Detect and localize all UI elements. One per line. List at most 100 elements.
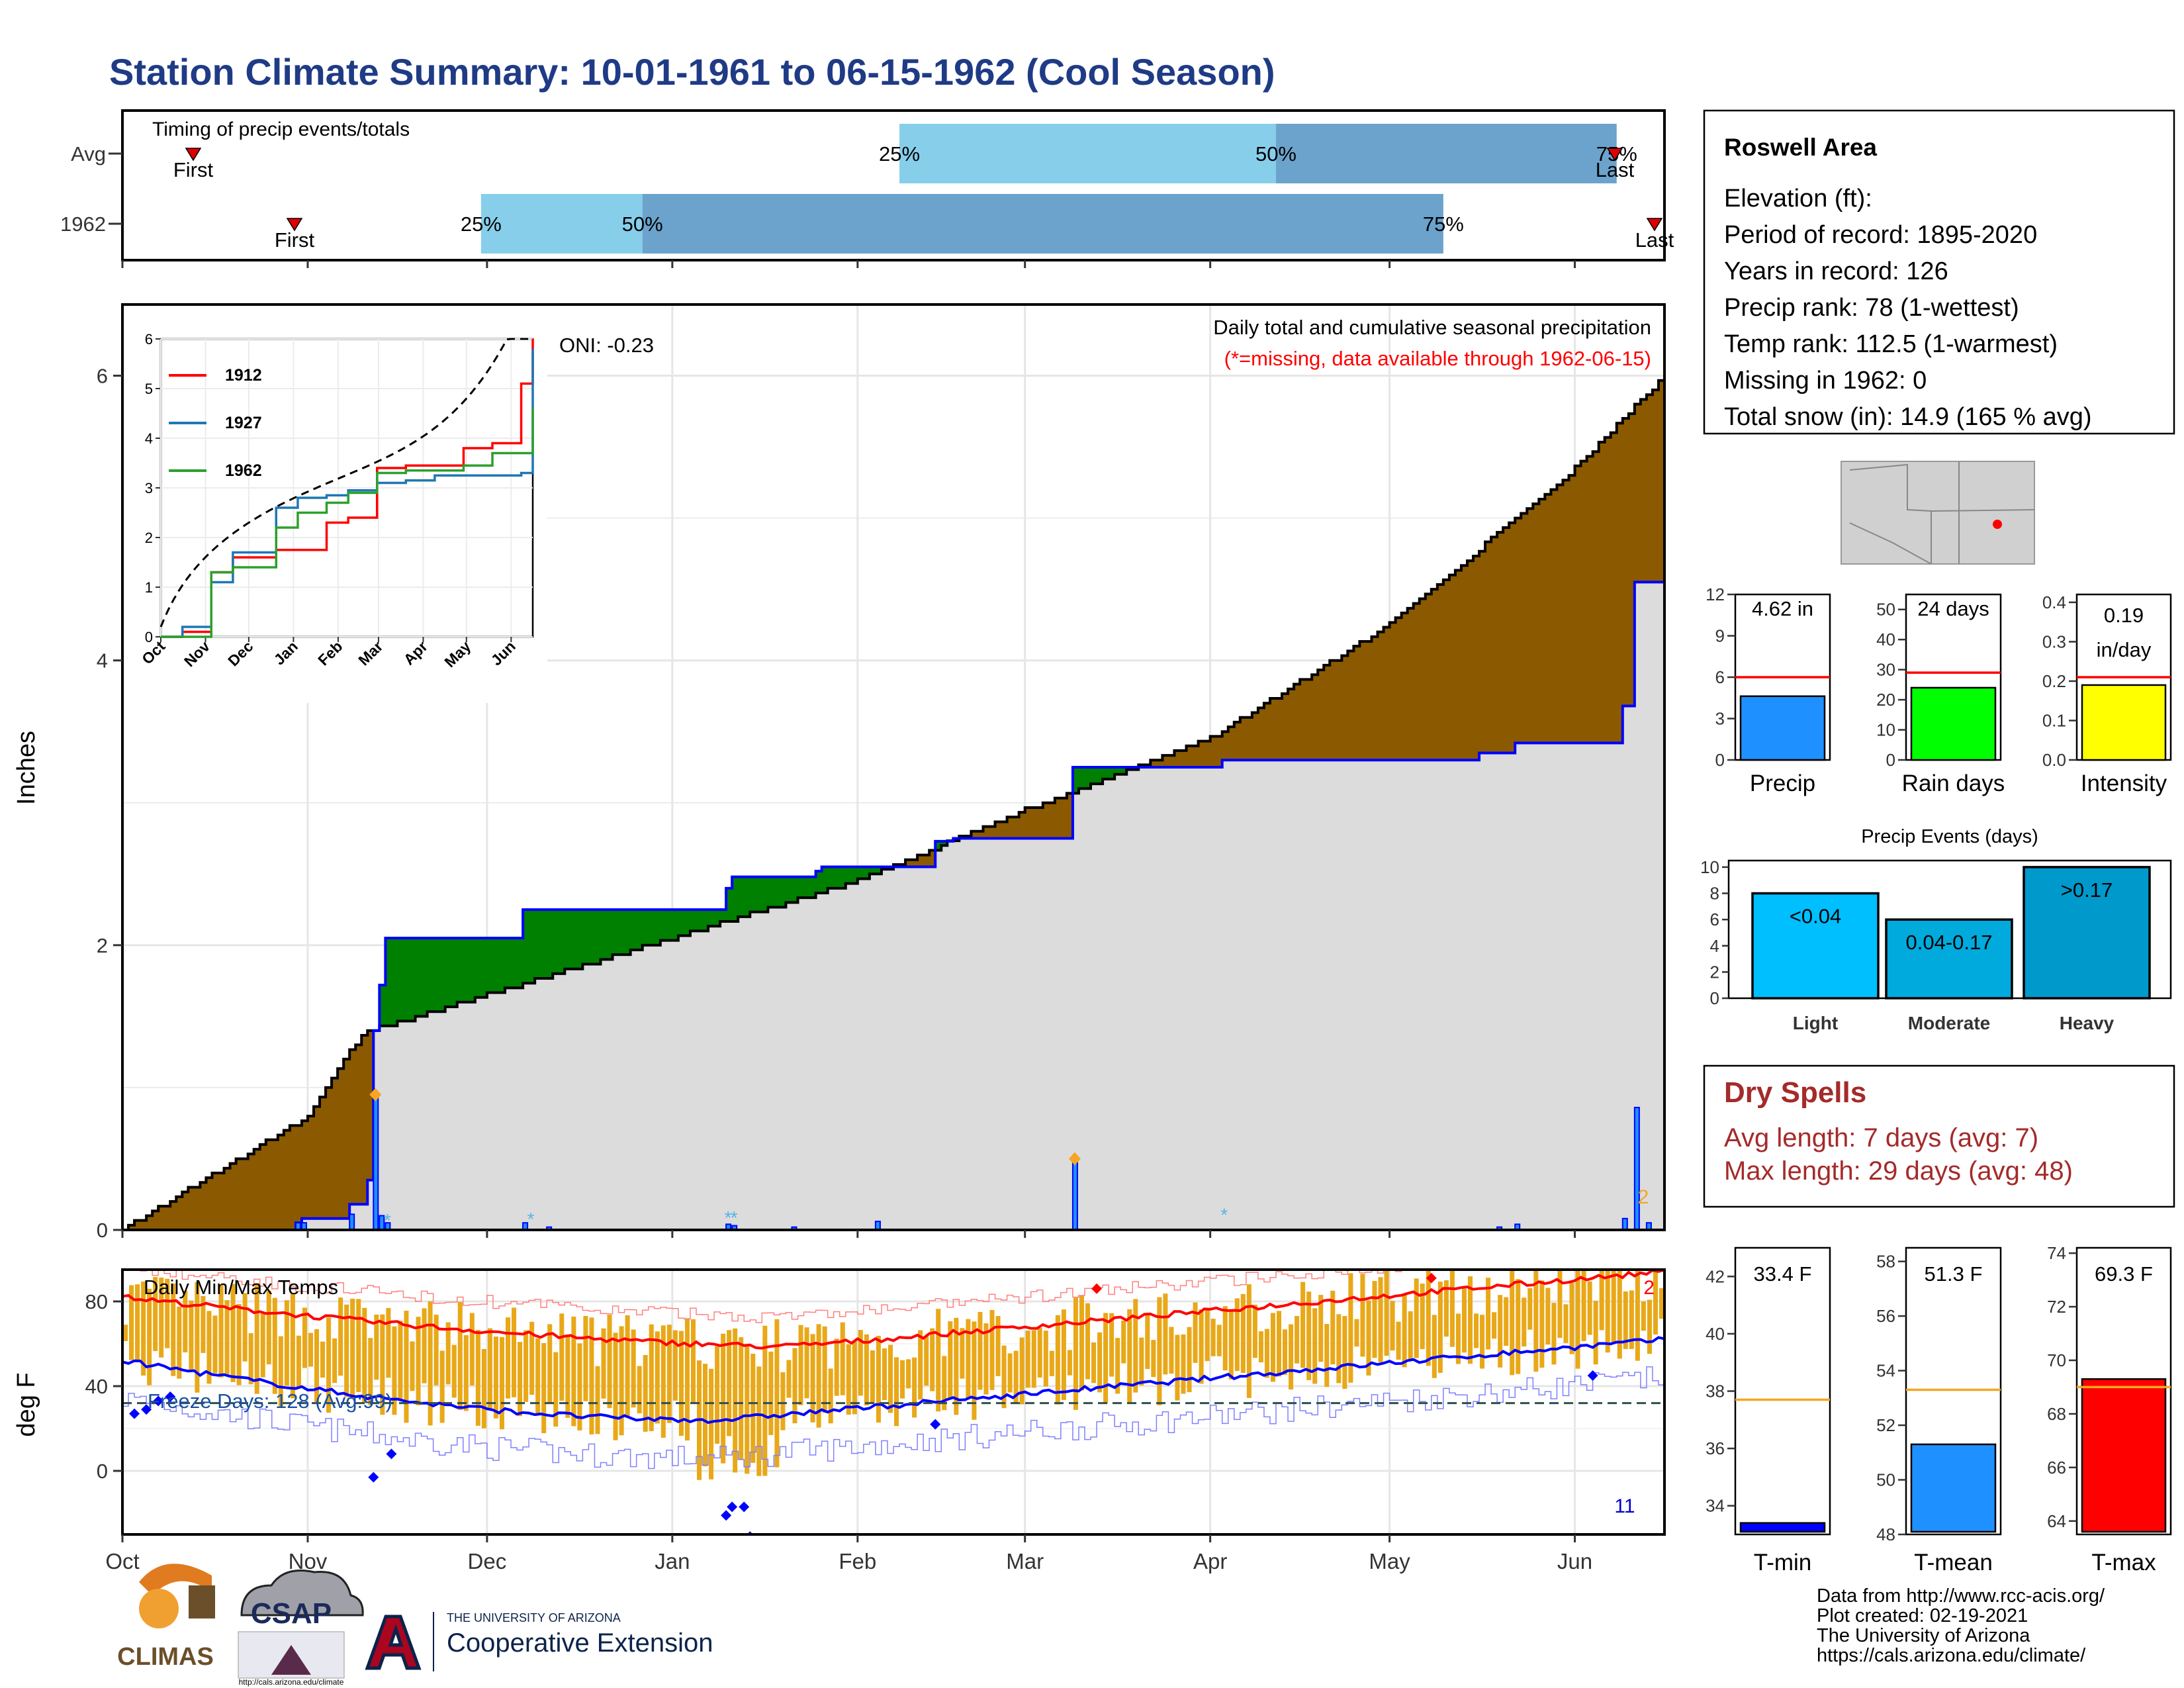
precip-plot-area: * ** ** [122, 374, 1664, 1230]
y-tick-label: 6 [97, 365, 108, 388]
daily-temp-bar [290, 1293, 295, 1399]
daily-temp-bar [1545, 1288, 1551, 1345]
temp-summary-tick-label: 34 [1706, 1496, 1725, 1516]
oni-label: ONI: -0.23 [559, 334, 654, 357]
daily-temp-bar [1563, 1304, 1569, 1343]
y-tick-label: 2 [97, 934, 108, 957]
daily-temp-bar [499, 1336, 504, 1430]
record-low-marker [1587, 1370, 1598, 1381]
y-tick-label: 0 [97, 1460, 108, 1483]
daily-precip-bar [1633, 1107, 1640, 1230]
events-tick-label: 10 [1700, 857, 1719, 877]
daily-temp-bar [1587, 1281, 1592, 1335]
daily-temp-bar [864, 1334, 869, 1406]
summary-tick-label: 3 [1715, 709, 1725, 729]
footer-line: https://cals.arizona.edu/climate/ [1817, 1645, 2086, 1666]
daily-temp-bar [302, 1307, 307, 1368]
daily-temp-bar [954, 1317, 959, 1415]
inset-series-1962 [161, 408, 534, 638]
y-tick-label: 4 [97, 649, 108, 673]
daily-temp-bar [147, 1288, 152, 1385]
month-label: Oct [105, 1549, 139, 1573]
first-label: First [275, 228, 315, 252]
daily-temp-bar [643, 1354, 648, 1432]
daily-temp-bar [816, 1324, 821, 1428]
daily-temp-bar [1611, 1270, 1616, 1344]
daily-temp-bar [296, 1335, 301, 1387]
record-high-marker [1426, 1272, 1437, 1284]
daily-temp-bar [1533, 1270, 1539, 1372]
daily-temp-bar [1252, 1304, 1257, 1358]
summary-value-text: 4.62 in [1752, 597, 1813, 620]
daily-temp-bar [159, 1277, 164, 1358]
daily-temp-bar [721, 1333, 726, 1464]
daily-temp-bar [218, 1284, 224, 1378]
summary-tick-label: 0 [1886, 750, 1895, 770]
daily-temp-bar [684, 1318, 690, 1441]
y-tick-label: 0 [97, 1219, 108, 1242]
daily-temp-bar [948, 1321, 953, 1399]
daily-temp-bar [332, 1338, 338, 1383]
temp-summary-label: T-min [1754, 1550, 1812, 1575]
daily-temp-bar [1384, 1270, 1389, 1356]
temp-summary-tick-label: 50 [1876, 1470, 1895, 1490]
temp-summary-bar [2081, 1378, 2167, 1533]
daily-temp-bar [1246, 1284, 1251, 1398]
daily-temp-bar [1121, 1321, 1126, 1364]
temp-summary-label: T-max [2091, 1550, 2156, 1575]
footer-line: Plot created: 02-19-2021 [1817, 1605, 2028, 1626]
daily-precip-bar [546, 1226, 553, 1230]
daily-temp-bar [1228, 1310, 1234, 1380]
daily-temp-bar [619, 1326, 624, 1436]
daily-temp-bar [745, 1346, 750, 1474]
temp-summary-tick-label: 40 [1706, 1324, 1725, 1344]
daily-temp-bar [320, 1341, 326, 1378]
events-tick-label: 4 [1710, 936, 1719, 956]
events-tick-label: 8 [1710, 884, 1719, 904]
inset-legend-label: 1912 [225, 366, 262, 385]
record-low-marker [129, 1408, 140, 1419]
daily-temp-bar [978, 1311, 983, 1390]
daily-temp-bar [1151, 1340, 1156, 1378]
station-info-line: Years in record: 126 [1724, 258, 1948, 285]
inset-y-label: 6 [145, 331, 153, 348]
temp-summary-tick-label: 48 [1876, 1524, 1895, 1544]
daily-temp-bar [852, 1340, 857, 1415]
inset-legend-label: 1962 [225, 461, 262, 480]
daily-temp-bar [1486, 1278, 1491, 1350]
daily-temp-bar [1270, 1313, 1275, 1382]
daily-precip-bar [1621, 1217, 1628, 1230]
daily-temp-bar [518, 1342, 523, 1417]
daily-temp-bar [1635, 1270, 1640, 1361]
daily-temp-bar [135, 1284, 140, 1361]
daily-temp-bar [655, 1331, 660, 1424]
daily-temp-bar [1443, 1280, 1449, 1337]
dry-spells-avg: Avg length: 7 days (avg: 7) [1724, 1123, 2038, 1152]
event-bar-value: <0.04 [1790, 905, 1841, 928]
daily-temp-bar [308, 1333, 313, 1367]
ua-name-big: Cooperative Extension [447, 1628, 713, 1658]
inset-y-label: 4 [145, 430, 153, 447]
daily-temp-bar [505, 1317, 511, 1399]
daily-temp-bar [1449, 1270, 1455, 1347]
daily-temp-bar [1295, 1316, 1300, 1364]
daily-temp-bar [1163, 1293, 1168, 1375]
daily-temp-bar [1569, 1282, 1574, 1354]
daily-temp-bar [846, 1344, 851, 1415]
avg-max-line [122, 1270, 1664, 1350]
daily-temp-bar [1133, 1299, 1138, 1393]
daily-temp-bar [338, 1297, 343, 1376]
daily-temp-bar [751, 1354, 756, 1463]
daily-temp-bar [1354, 1319, 1359, 1347]
missing-star: * [1220, 1204, 1228, 1225]
precip-panel-border [121, 303, 1666, 1231]
daily-temp-bar [1234, 1298, 1240, 1372]
temp-summary-value: 51.3 F [1925, 1262, 1983, 1286]
daily-temp-bar [1498, 1295, 1503, 1368]
locator-map [1841, 461, 2035, 565]
temp-summary-tick-label: 64 [2047, 1511, 2066, 1531]
temp-summary-tick-label: 56 [1876, 1306, 1895, 1326]
daily-temp-bar [631, 1329, 636, 1408]
first-marker [185, 148, 202, 162]
